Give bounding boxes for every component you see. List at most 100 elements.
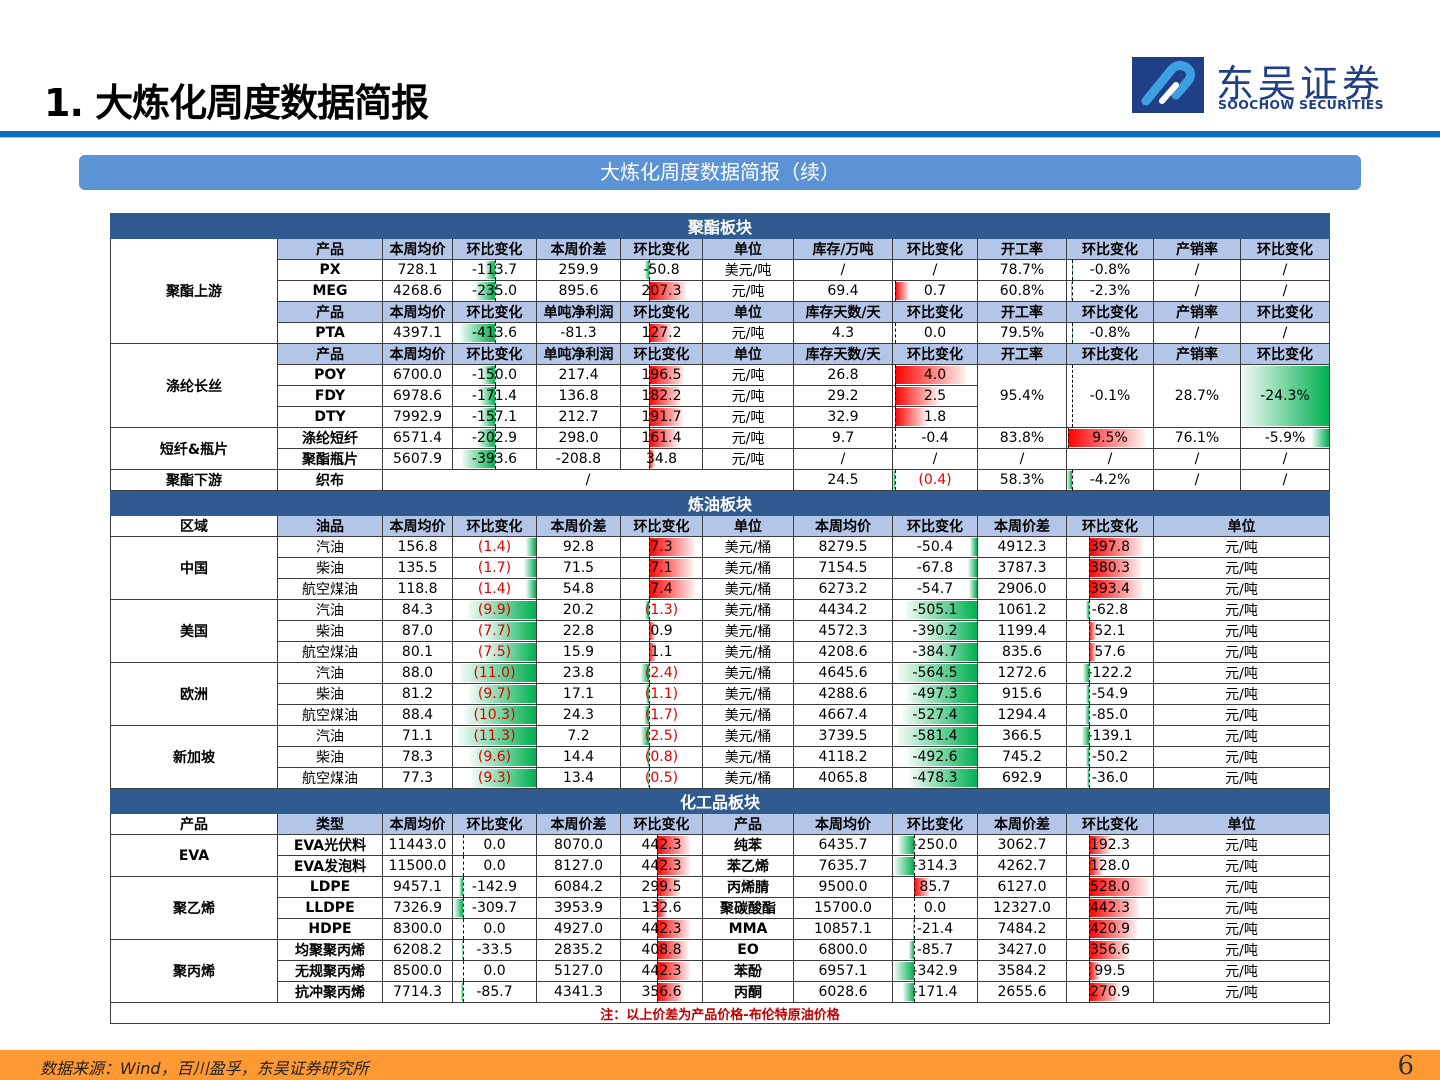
table-cell: 10857.1 xyxy=(793,918,893,940)
table-cell: 270.9 xyxy=(1066,981,1154,1003)
table-row: 柴油 87.0 (7.7) 22.8 0.9 美元/桶 4572.3 -390.2 1199.4… xyxy=(111,620,1331,642)
cell-value: 环比变化 xyxy=(1082,347,1138,363)
cell-value: 8500.0 xyxy=(393,963,442,979)
cell-value: 29.2 xyxy=(827,388,859,404)
data-bar-axis xyxy=(462,835,464,855)
table-cell: 420.9 xyxy=(1066,918,1154,940)
cell-value: 8279.5 xyxy=(818,539,868,555)
table-cell: 9.7 xyxy=(793,427,893,449)
negative-data-bar xyxy=(1241,366,1329,426)
table-cell: 71.1 xyxy=(382,725,453,747)
cell-value: 692.9 xyxy=(1001,770,1043,786)
cell-value: 航空煤油 xyxy=(302,708,358,724)
cell-value: 单位 xyxy=(1227,519,1256,535)
data-bar-axis xyxy=(649,726,651,746)
table-row: PTA 4397.1 -413.6 -81.3 127.2 元/吨 4.3 0.0 79.5% -… xyxy=(111,322,1331,344)
negative-data-bar xyxy=(464,706,536,724)
cell-value: 美元/桶 xyxy=(724,750,772,766)
cell-value: FDY xyxy=(314,388,346,404)
cell-value: 美元/桶 xyxy=(724,729,772,745)
table-cell: 895.6 xyxy=(536,280,621,302)
table-cell: 元/吨 xyxy=(702,427,794,449)
negative-data-bar xyxy=(903,983,914,1001)
table-cell: 135.5 xyxy=(382,557,453,579)
table-cell: 汽油 xyxy=(277,599,383,621)
cell-value: 7484.2 xyxy=(997,921,1047,937)
cell-value: 本周均价 xyxy=(389,347,446,363)
column-header: 本周均价 xyxy=(382,813,453,835)
negative-data-bar xyxy=(907,685,977,703)
cell-value: PX xyxy=(319,262,341,278)
column-header: 环比变化 xyxy=(1066,813,1154,835)
data-bar-axis xyxy=(649,537,651,557)
cell-value: / xyxy=(1194,262,1200,278)
cell-value: -309.7 xyxy=(471,900,518,916)
cell-value: 聚酯瓶片 xyxy=(302,452,358,468)
cell-value: 汽油 xyxy=(316,729,344,745)
table-cell: (7.5) xyxy=(452,641,537,663)
table-cell: 81.2 xyxy=(382,683,453,705)
cell-value: -250.0 xyxy=(912,837,958,853)
positive-data-bar xyxy=(894,408,927,426)
cell-value: 356.6 xyxy=(1089,942,1131,958)
cell-value: 柴油 xyxy=(316,687,344,703)
cell-value: 单位 xyxy=(734,242,762,258)
table-cell: / xyxy=(1239,322,1331,344)
table-cell: 元/吨 xyxy=(1152,939,1331,961)
cell-value: 抗冲聚丙烯 xyxy=(295,985,365,1001)
table-cell: 8279.5 xyxy=(793,536,893,558)
negative-data-bar xyxy=(1311,429,1329,447)
cell-value: 4268.6 xyxy=(393,283,442,299)
negative-data-bar xyxy=(922,622,977,640)
table-cell: (1.4) xyxy=(452,578,537,600)
table-cell: 12327.0 xyxy=(977,897,1067,919)
table-cell: 356.6 xyxy=(620,981,703,1003)
cell-value: 393.4 xyxy=(1089,581,1131,597)
negative-data-bar xyxy=(908,748,977,766)
positive-data-bar xyxy=(1088,580,1143,598)
cell-value: 美元/桶 xyxy=(724,624,772,640)
table-cell: 4667.4 xyxy=(793,704,893,726)
cell-value: -202.9 xyxy=(471,430,518,446)
cell-value: 丙酮 xyxy=(734,985,762,1001)
cell-value: 4912.3 xyxy=(997,539,1047,555)
product-name: 织布 xyxy=(277,469,383,491)
cell-value: MEG xyxy=(312,283,348,299)
product-name: MMA xyxy=(702,918,794,940)
cell-value: 库存/万吨 xyxy=(812,242,874,258)
table-cell: 132.6 xyxy=(620,897,703,919)
cell-value: 元/吨 xyxy=(1225,582,1258,598)
data-table: 聚酯板块 聚酯上游 产品 本周均价 环比变化 本周价差 环比变化 单位 库存/万吨 环比变化 开工率… xyxy=(109,213,1331,1024)
negative-data-bar xyxy=(477,429,495,447)
negative-data-bar xyxy=(1071,282,1073,300)
cell-value: 380.3 xyxy=(1089,560,1131,576)
cell-value: (7.5) xyxy=(477,644,512,660)
table-cell: (9.3) xyxy=(452,767,537,789)
cell-value: -54.9 xyxy=(1091,686,1129,702)
table-cell: (1.7) xyxy=(620,704,703,726)
table-cell: 0.0 xyxy=(892,322,978,344)
table-cell: 美元/桶 xyxy=(702,746,794,768)
table-row: MEG 4268.6 -235.0 895.6 207.3 元/吨 69.4 0.7 60.8%… xyxy=(111,280,1331,302)
table-cell: 7.4 xyxy=(620,578,703,600)
column-header: 单吨净利润 xyxy=(536,343,621,365)
product-name: FDY xyxy=(277,385,383,407)
cell-value: 本周价差 xyxy=(994,817,1050,833)
cell-value: -67.8 xyxy=(916,560,954,576)
data-bar-axis xyxy=(649,621,651,641)
cell-value: -36.0 xyxy=(1091,770,1129,786)
table-cell: 0.0 xyxy=(892,897,978,919)
cell-value: 366.5 xyxy=(1001,728,1043,744)
column-header: 本周均价 xyxy=(793,813,893,835)
table-cell: -113.7 xyxy=(452,259,537,281)
data-bar-axis xyxy=(1088,898,1090,918)
table-cell: 442.3 xyxy=(1066,897,1154,919)
cell-value: 3427.0 xyxy=(997,942,1047,958)
data-bar-axis xyxy=(914,940,915,960)
table-cell: -0.4 xyxy=(892,427,978,449)
data-bar-axis xyxy=(1072,281,1074,301)
table-cell: 元/吨 xyxy=(702,385,794,407)
table-cell: 24.3 xyxy=(536,704,621,726)
data-bar-axis xyxy=(1088,579,1090,599)
cell-value: -113.7 xyxy=(471,262,518,278)
